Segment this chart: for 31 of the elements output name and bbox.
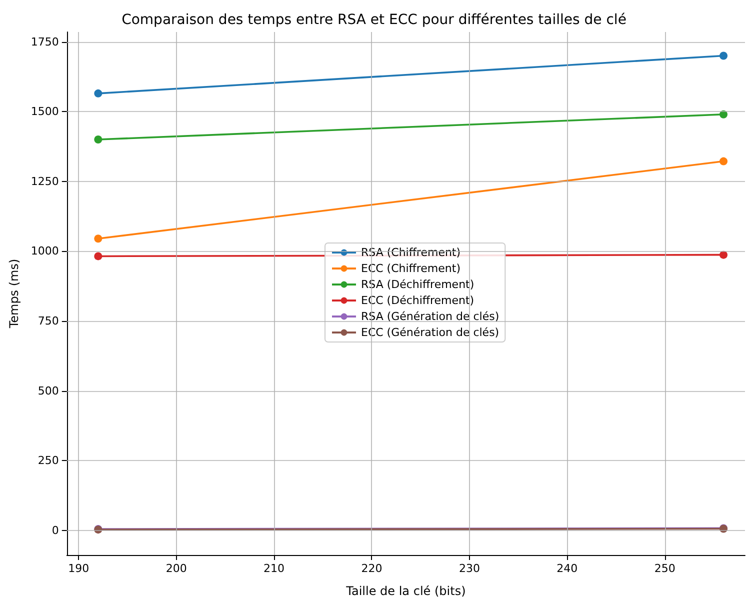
- x-tick-label: 240: [556, 562, 578, 575]
- legend-label: RSA (Déchiffrement): [361, 278, 474, 291]
- y-tick-label: 1000: [30, 244, 59, 258]
- point: [94, 234, 102, 243]
- x-axis-title: Taille de la clé (bits): [345, 584, 466, 598]
- y-tick-label: 750: [38, 314, 59, 328]
- point: [94, 89, 102, 98]
- legend-label: ECC (Génération de clés): [361, 326, 500, 339]
- point: [94, 136, 102, 144]
- point: [720, 157, 728, 166]
- legend-label: ECC (Déchiffrement): [361, 294, 474, 307]
- x-tick-label: 220: [361, 562, 382, 575]
- y-tick-label: 250: [38, 454, 59, 468]
- x-tick-label: 200: [166, 562, 187, 575]
- x-tick-label: 190: [68, 562, 90, 575]
- y-axis-title: Temps (ms): [7, 258, 21, 330]
- legend-label: RSA (Génération de clés): [361, 310, 500, 323]
- point: [94, 252, 102, 260]
- y-tick-label: 1750: [30, 35, 59, 48]
- y-tick-label: 1250: [30, 174, 59, 188]
- legend-label: ECC (Chiffrement): [361, 262, 460, 275]
- x-tick-label: 210: [264, 562, 285, 575]
- y-tick-label: 1500: [30, 105, 59, 118]
- y-tick-label: 0: [52, 524, 59, 537]
- legend-label: RSA (Chiffrement): [361, 246, 461, 259]
- x-tick-label: 230: [458, 562, 480, 575]
- x-tick-label: 250: [654, 562, 676, 575]
- y-tick-label: 500: [38, 384, 59, 398]
- chart-title: Comparaison des temps entre RSA et ECC pour différentes tailles de clé: [122, 12, 626, 28]
- point: [720, 52, 728, 60]
- point: [720, 250, 728, 259]
